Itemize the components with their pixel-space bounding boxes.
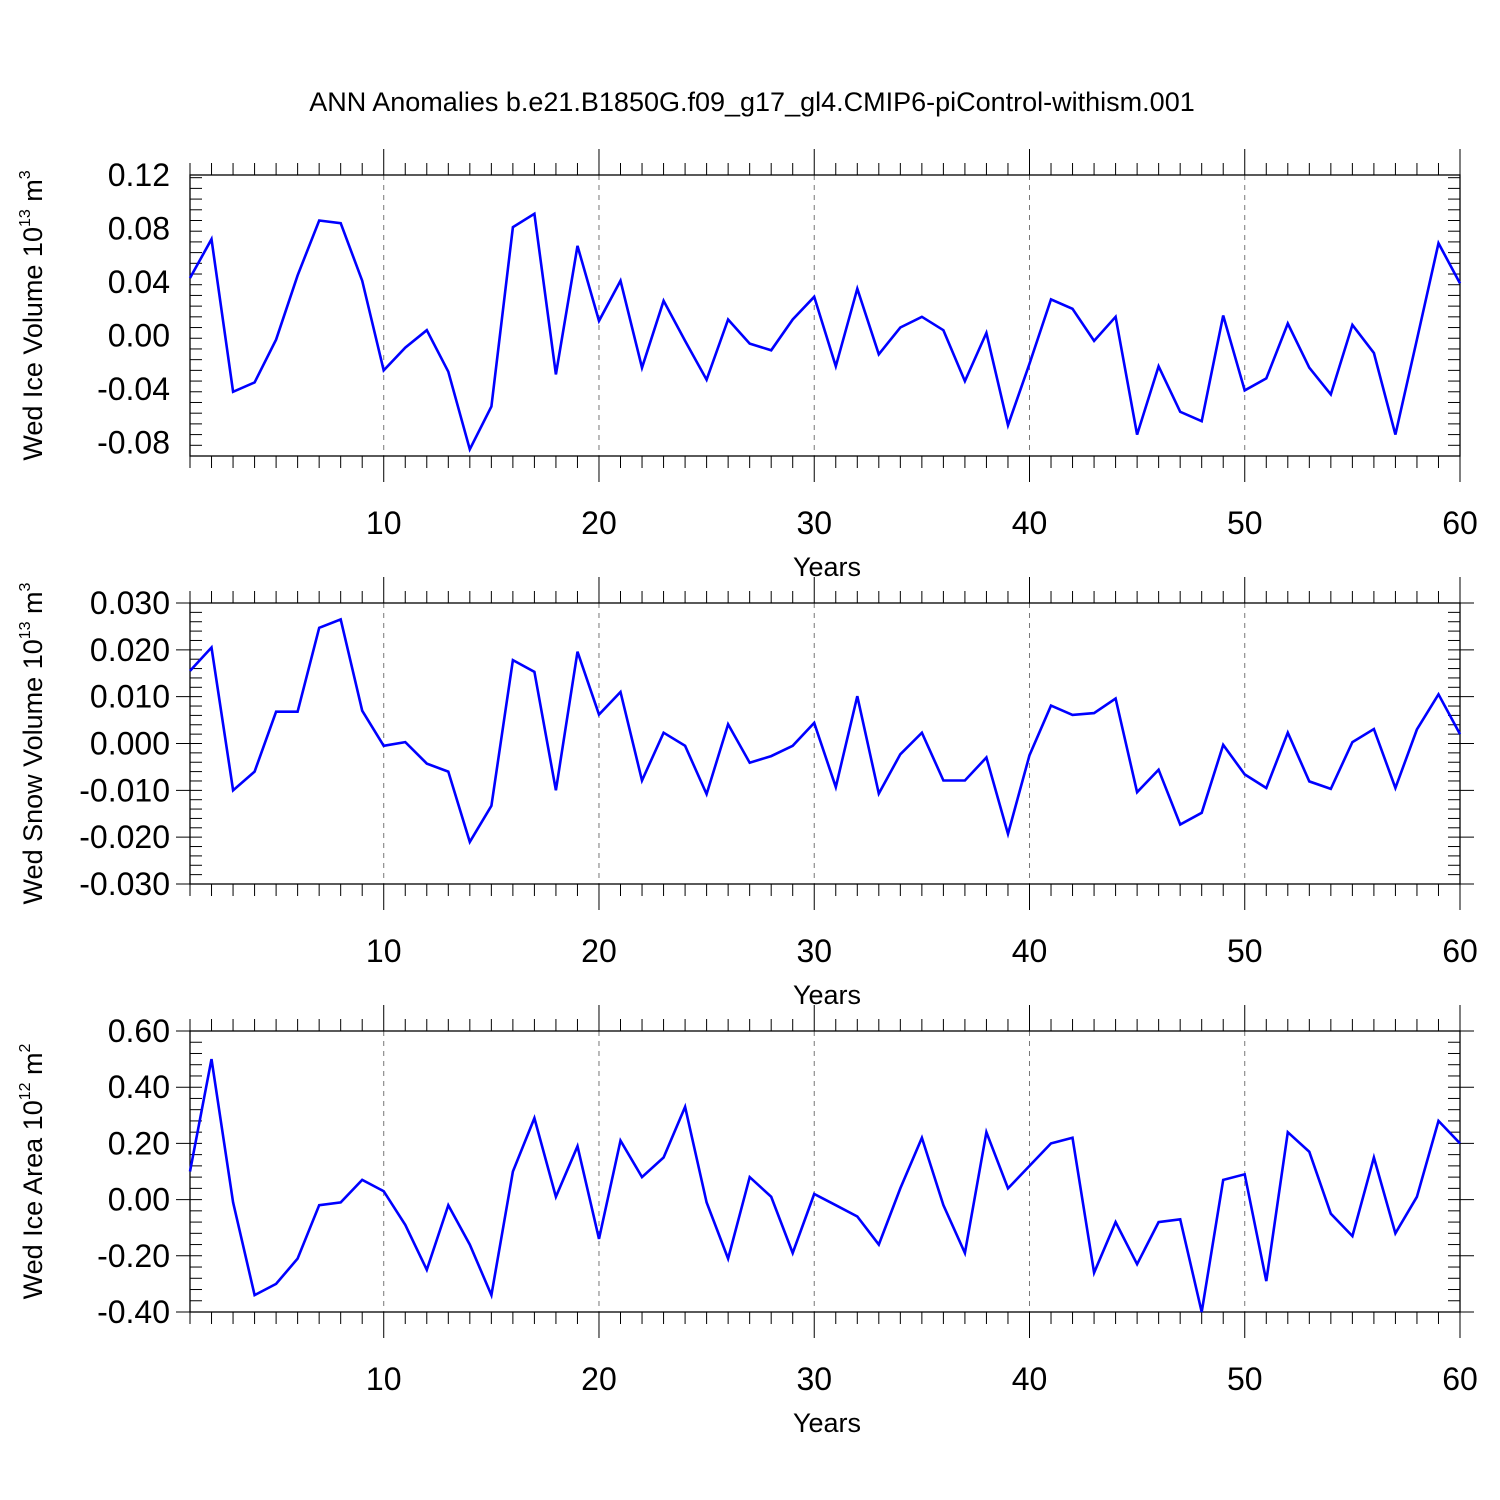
x-axis-label: Years (793, 552, 861, 582)
panel-ice-area: -0.40 -0.20 0.00 0.20 0.40 0.60 10 20 30 40 50 60 Ye… (17, 1005, 1478, 1438)
y-tick-label: -0.40 (97, 1294, 170, 1330)
x-tick-label: 20 (581, 1361, 617, 1397)
series-line (188, 1058, 1461, 1313)
y-axis-label-superscript: 13 (17, 209, 34, 227)
x-tick-label: 10 (366, 505, 402, 541)
panels: -0.08 -0.04 0.00 0.04 0.08 0.12 10 20 30 40 50 60 Ye… (17, 149, 1478, 1438)
x-tick-label: 50 (1227, 505, 1263, 541)
y-tick-label: 0.08 (108, 211, 170, 247)
y-tick-label: -0.010 (79, 772, 170, 808)
y-axis-label-superscript: 12 (17, 1082, 34, 1100)
y-axis-label-part: m (18, 179, 48, 209)
y-tick-label: 0.020 (90, 632, 170, 668)
panel-snow-volume: -0.030 -0.020 -0.010 0.000 0.010 0.020 0.030 10… (17, 577, 1478, 1010)
x-tick-label: 10 (366, 933, 402, 969)
x-tick-label: 60 (1442, 505, 1478, 541)
plot-frame (189, 1030, 1461, 1313)
x-tick-label: 20 (581, 933, 617, 969)
x-tick-label: 60 (1442, 1361, 1478, 1397)
y-tick-label: 0.60 (108, 1013, 170, 1049)
plot-frame (189, 602, 1461, 885)
x-tick-label: 50 (1227, 933, 1263, 969)
x-tick-label: 30 (796, 1361, 832, 1397)
plot-frame (189, 174, 1461, 457)
y-tick-label: 0.030 (90, 585, 170, 621)
x-axis-label: Years (793, 980, 861, 1010)
y-axis-label-superscript: 3 (17, 582, 34, 591)
y-tick-label: -0.08 (97, 425, 170, 461)
y-axis-label-part: m (18, 1052, 48, 1082)
y-tick-label: -0.20 (97, 1238, 170, 1274)
y-tick-label: 0.010 (90, 679, 170, 715)
y-axis-label-part: Wed Ice Volume 10 (18, 227, 48, 461)
y-axis-label: Wed Ice Area 1012 m2 (17, 1043, 48, 1299)
y-tick-label: 0.000 (90, 726, 170, 762)
panel-ice-volume: -0.08 -0.04 0.00 0.04 0.08 0.12 10 20 30 40 50 60 Ye… (17, 149, 1478, 582)
x-tick-label: 20 (581, 505, 617, 541)
x-tick-label: 50 (1227, 1361, 1263, 1397)
series-line (189, 617, 1462, 846)
y-tick-label: -0.04 (97, 371, 170, 407)
x-axis-label: Years (793, 1408, 861, 1438)
x-tick-label: 40 (1012, 505, 1048, 541)
y-tick-label: 0.12 (108, 157, 170, 193)
x-tick-label: 60 (1442, 933, 1478, 969)
y-axis-label: Wed Snow Volume 1013 m3 (17, 582, 48, 904)
x-tick-label: 40 (1012, 1361, 1048, 1397)
y-tick-label: -0.030 (79, 866, 170, 902)
y-axis-label-part: Wed Ice Area 10 (18, 1100, 48, 1299)
y-axis-label: Wed Ice Volume 1013 m3 (17, 170, 48, 460)
y-axis-label-superscript: 3 (17, 170, 34, 179)
x-tick-label: 30 (796, 933, 832, 969)
x-tick-label: 10 (366, 1361, 402, 1397)
y-tick-label: 0.00 (108, 318, 170, 354)
y-axis-label-part: m (18, 591, 48, 621)
y-tick-label: 0.20 (108, 1125, 170, 1161)
y-tick-label: -0.020 (79, 819, 170, 855)
y-axis-label-part: Wed Snow Volume 10 (18, 639, 48, 904)
chart-title: ANN Anomalies b.e21.B1850G.f09_g17_gl4.C… (309, 87, 1194, 117)
x-tick-label: 30 (796, 505, 832, 541)
y-tick-label: 0.00 (108, 1182, 170, 1218)
y-axis-label-superscript: 2 (17, 1043, 34, 1052)
y-tick-label: 0.04 (108, 264, 170, 300)
y-tick-label: 0.40 (108, 1069, 170, 1105)
y-axis-label-superscript: 13 (17, 621, 34, 639)
x-tick-label: 40 (1012, 933, 1048, 969)
series-line (188, 211, 1462, 453)
